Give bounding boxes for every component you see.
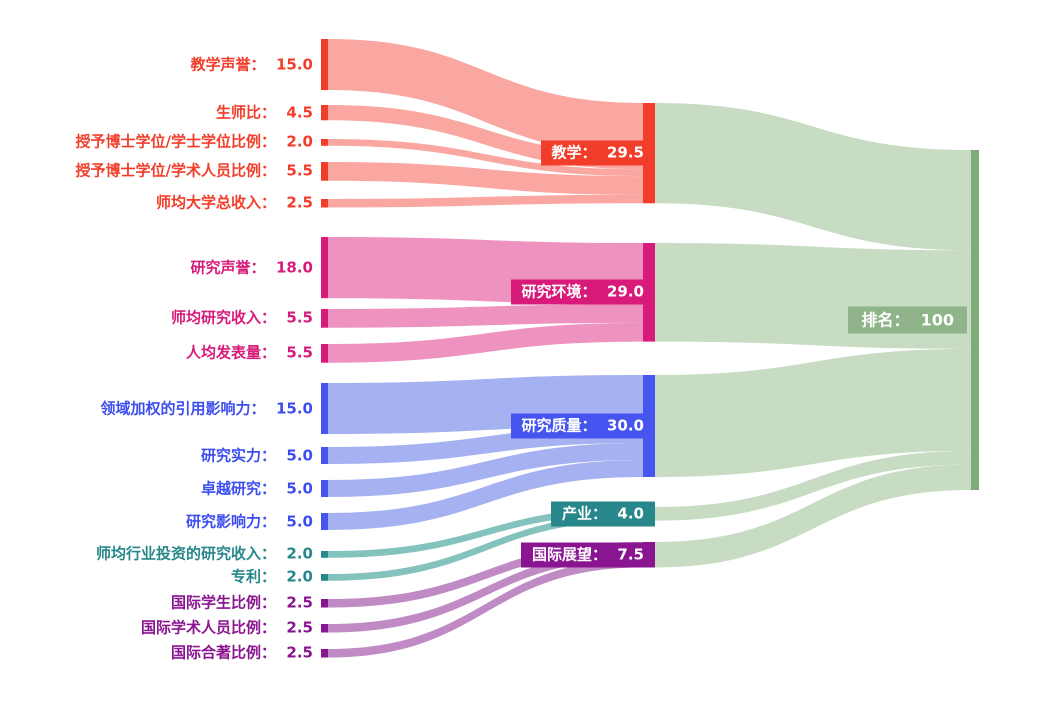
flow-metric-12-to-industry xyxy=(328,507,643,558)
left-node-bar-16 xyxy=(321,649,328,658)
left-node-label-11: 研究影响力： 5.0 xyxy=(185,512,313,530)
middle-node-label-research_env: 研究环境： 29.0 xyxy=(510,279,655,305)
middle-node-label-research_quality: 研究质量： 30.0 xyxy=(510,413,655,439)
flow-metric-2-to-teaching xyxy=(328,139,643,177)
left-node-bar-6 xyxy=(321,309,328,328)
rank-node-label: 排名： 100 xyxy=(848,306,967,334)
left-node-label-10: 卓越研究： 5.0 xyxy=(200,479,313,497)
left-node-label-2: 授予博士学位/学士学位比例： 2.0 xyxy=(75,132,314,151)
rank-node-bar xyxy=(971,150,979,490)
flow-teaching-to-rank xyxy=(655,103,971,251)
left-node-label-14: 国际学生比例： 2.5 xyxy=(170,593,313,612)
left-node-bar-3 xyxy=(321,162,328,181)
left-node-label-12: 师均行业投资的研究收入： 2.0 xyxy=(95,544,313,563)
left-node-label-16: 国际合著比例： 2.5 xyxy=(170,643,313,662)
middle-node-label-international: 国际展望： 7.5 xyxy=(520,542,655,568)
left-node-label-1: 生师比： 4.5 xyxy=(215,103,313,122)
left-node-bar-14 xyxy=(321,599,328,608)
flow-metric-4-to-teaching xyxy=(328,194,643,208)
left-node-label-8: 领域加权的引用影响力： 15.0 xyxy=(100,399,313,417)
left-node-label-3: 授予博士学位/学术人员比例： 5.5 xyxy=(75,161,314,180)
flow-metric-14-to-international xyxy=(328,542,643,608)
left-node-label-15: 国际学术人员比例： 2.5 xyxy=(140,618,313,637)
flow-metric-0-to-teaching xyxy=(328,39,643,154)
left-node-bar-5 xyxy=(321,237,328,299)
left-node-label-6: 师均研究收入： 5.5 xyxy=(170,308,313,327)
left-node-bar-8 xyxy=(321,383,328,434)
left-node-bar-4 xyxy=(321,199,328,208)
left-node-bar-9 xyxy=(321,447,328,464)
flow-metric-13-to-industry xyxy=(328,513,643,581)
left-node-label-4: 师均大学总收入： 2.5 xyxy=(155,193,313,212)
flow-metric-7-to-research_env xyxy=(328,322,643,363)
left-node-bar-7 xyxy=(321,344,328,363)
flow-research_quality-to-rank xyxy=(655,348,971,477)
left-node-label-0: 教学声誉： 15.0 xyxy=(190,55,313,73)
left-node-bar-0 xyxy=(321,39,328,90)
left-node-bar-2 xyxy=(321,139,328,146)
flow-industry-to-rank xyxy=(655,450,971,521)
left-node-bar-15 xyxy=(321,624,328,633)
flow-metric-6-to-research_env xyxy=(328,304,643,328)
flow-metric-10-to-research_quality xyxy=(328,443,643,497)
left-node-label-7: 人均发表量： 5.5 xyxy=(185,343,313,362)
left-node-bar-10 xyxy=(321,480,328,497)
left-node-bar-1 xyxy=(321,105,328,121)
left-node-bar-13 xyxy=(321,574,328,581)
flow-metric-11-to-research_quality xyxy=(328,460,643,530)
left-node-bar-11 xyxy=(321,513,328,530)
left-node-label-5: 研究声誉： 18.0 xyxy=(190,258,313,277)
left-node-label-9: 研究实力： 5.0 xyxy=(200,446,313,464)
middle-node-label-teaching: 教学： 29.5 xyxy=(540,140,655,166)
flow-metric-16-to-international xyxy=(328,559,643,658)
flow-metric-15-to-international xyxy=(328,550,643,633)
left-node-bar-12 xyxy=(321,551,328,558)
middle-node-label-industry: 产业： 4.0 xyxy=(550,501,655,527)
flow-international-to-rank xyxy=(655,464,971,568)
flow-metric-3-to-teaching xyxy=(328,162,643,195)
left-node-label-13: 专利： 2.0 xyxy=(230,567,313,586)
